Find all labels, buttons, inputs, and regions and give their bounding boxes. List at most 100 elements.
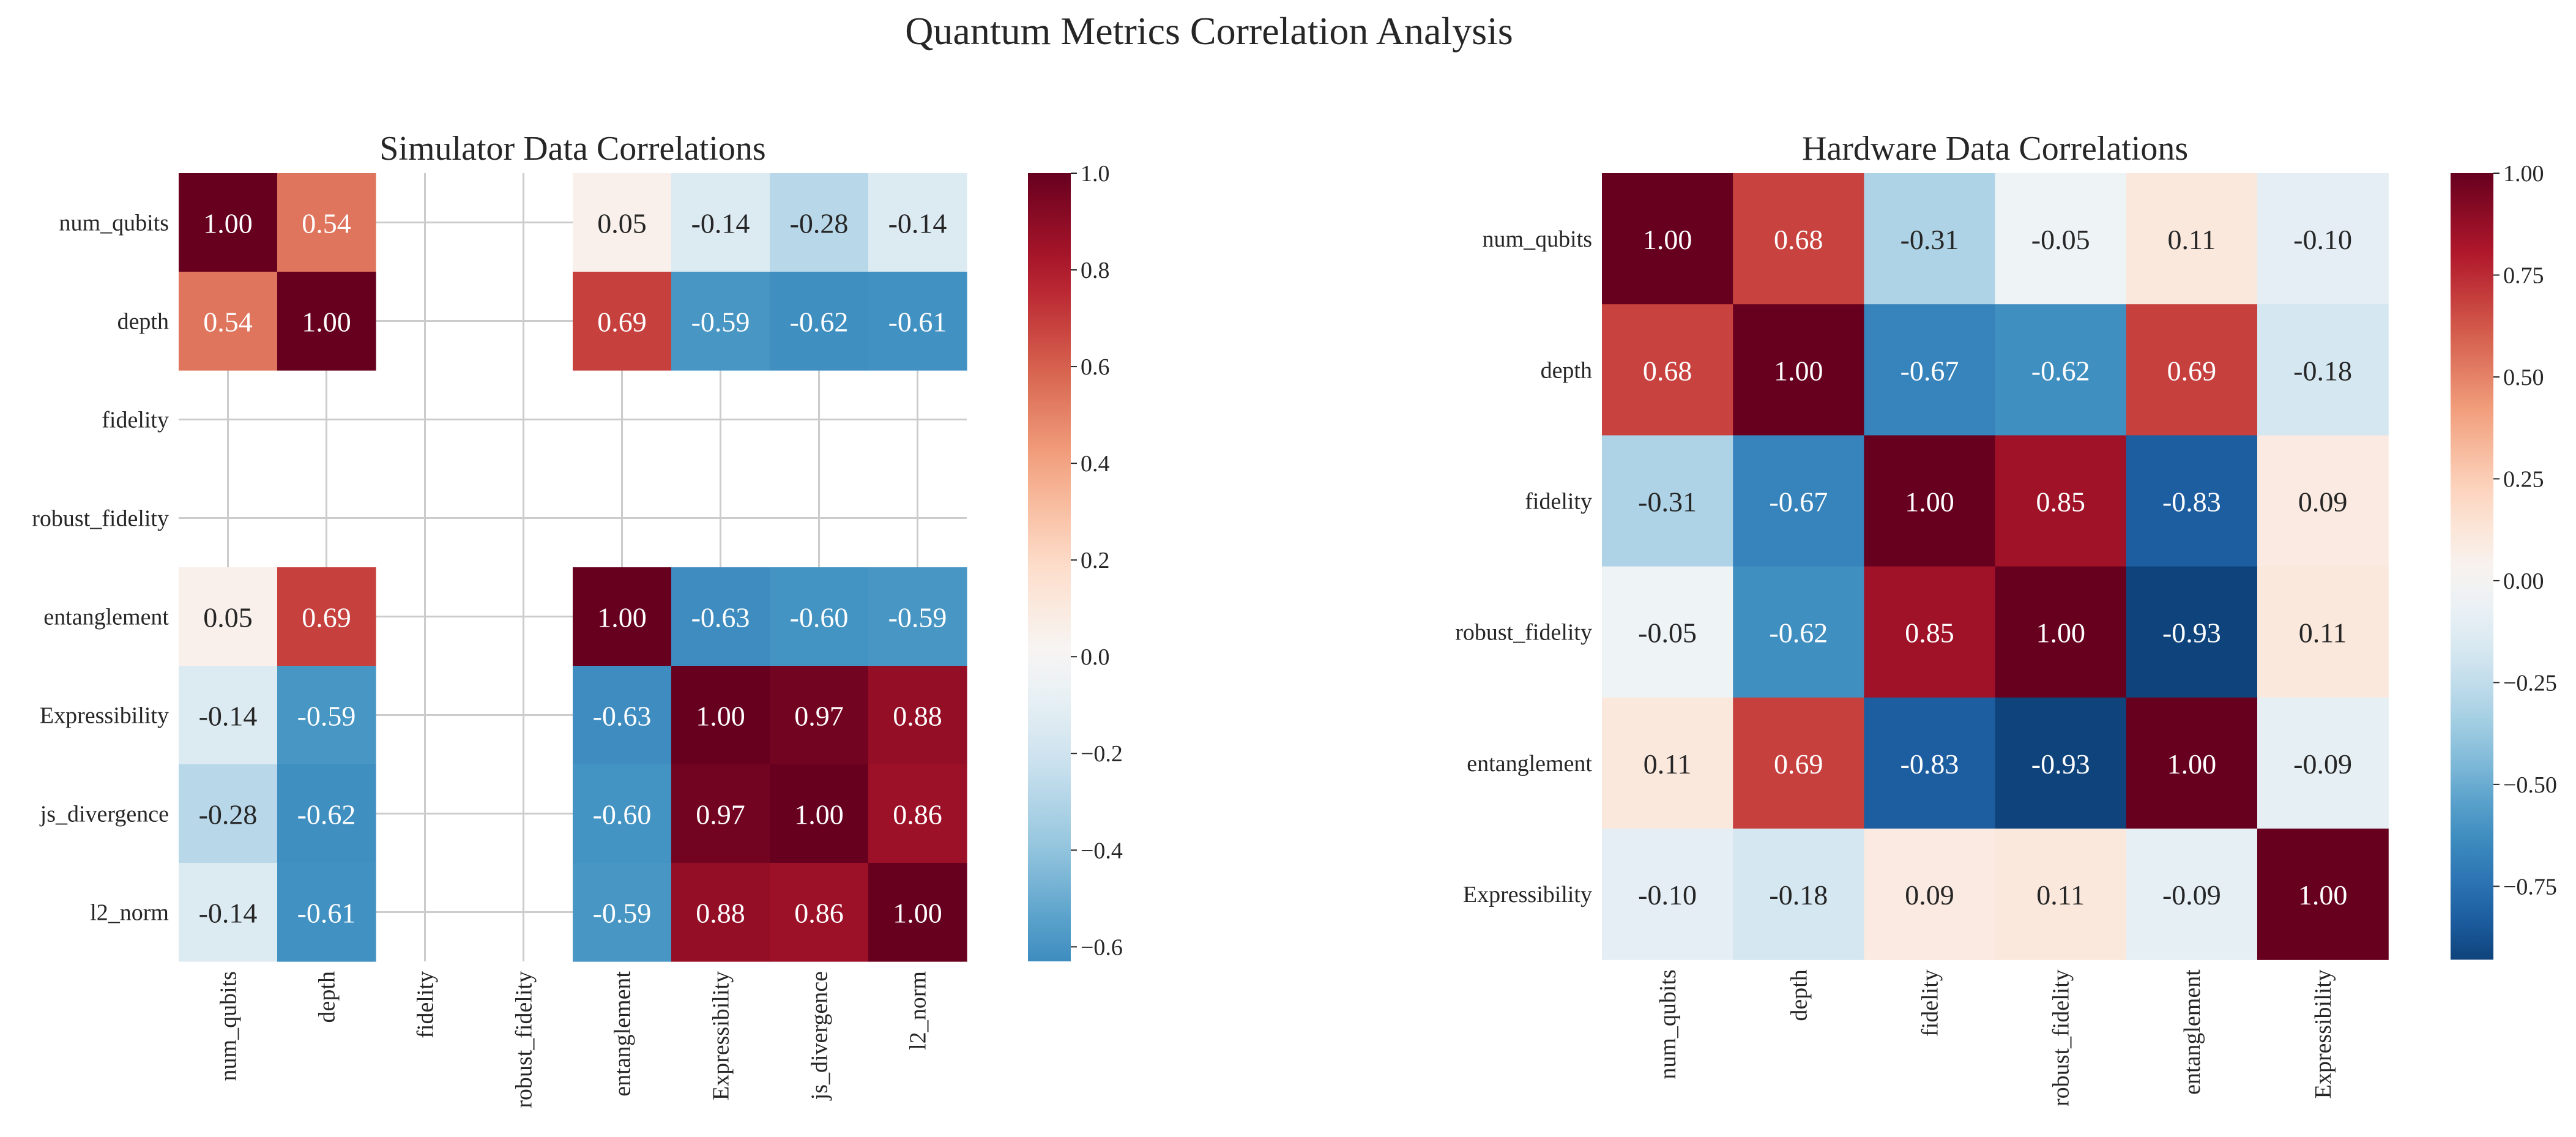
- sim-cell-value-label: 1.00: [302, 307, 351, 338]
- hw-cell-value-label: 1.00: [2167, 748, 2217, 780]
- sim-cell-js-divergence-depth: [277, 764, 376, 863]
- sim-cell-value-label: -0.59: [691, 307, 750, 338]
- hw-colorbar-tick-label: 1.00: [2503, 161, 2544, 187]
- sim-cell-value-label: -0.62: [297, 799, 356, 830]
- row-label-js-divergence: js_divergence: [39, 802, 169, 827]
- hw-cell-robust-fidelity-expressibility: [2257, 566, 2389, 698]
- sim-cell-value-label: 1.00: [893, 898, 942, 929]
- hw-cell-value-label: -0.05: [2031, 224, 2090, 255]
- sim-cell-depth-entanglement: [573, 272, 672, 371]
- sim-cell-value-label: 1.00: [597, 602, 647, 633]
- sim-cell-value-label: 0.86: [893, 799, 942, 830]
- sim-cell-num-qubits-entanglement: [573, 173, 672, 272]
- hw-colorbar-tick-label: −0.75: [2503, 874, 2557, 900]
- sim-cell-depth-l2-norm: [868, 272, 967, 371]
- hw-colorbar-tick-label: 0.50: [2503, 365, 2544, 390]
- hw-cell-fidelity-entanglement: [2126, 435, 2258, 567]
- sim-cell-value-label: 1.00: [696, 701, 745, 732]
- hw-cell-num-qubits-entanglement: [2126, 173, 2258, 305]
- hw-cell-value-label: 0.11: [2168, 224, 2216, 255]
- sim-cell-expressibility-js-divergence: [770, 666, 869, 765]
- column-label-num-qubits: num_qubits: [1655, 969, 1681, 1079]
- hw-cell-depth-fidelity: [1864, 304, 1996, 436]
- sim-cell-expressibility-depth: [277, 666, 376, 765]
- column-label-num-qubits: num_qubits: [216, 971, 242, 1081]
- sim-cell-js-divergence-expressibility: [671, 764, 770, 863]
- sim-cell-entanglement-js-divergence: [770, 567, 869, 666]
- sim-cell-l2-norm-expressibility: [671, 863, 770, 962]
- sim-cell-value-label: -0.14: [888, 208, 947, 239]
- sim-cell-num-qubits-js-divergence: [770, 173, 869, 272]
- sim-cell-depth-depth: [277, 272, 376, 371]
- sim-cell-value-label: -0.59: [593, 898, 652, 929]
- hw-cell-value-label: -0.31: [1900, 224, 1959, 255]
- hw-cell-value-label: 0.09: [1905, 879, 1954, 911]
- hw-heatmap-title: Hardware Data Correlations: [1802, 130, 2188, 168]
- hw-cell-fidelity-depth: [1733, 435, 1864, 567]
- sim-cell-value-label: -0.14: [199, 898, 258, 929]
- hw-cell-depth-entanglement: [2126, 304, 2258, 436]
- row-label-fidelity: fidelity: [1525, 489, 1592, 515]
- hw-cell-entanglement-robust-fidelity: [1995, 697, 2127, 829]
- hw-cell-value-label: 0.69: [1774, 748, 1823, 780]
- column-label-depth: depth: [315, 971, 340, 1023]
- sim-cell-value-label: 0.69: [302, 602, 351, 633]
- hw-cell-value-label: 0.11: [2036, 879, 2085, 911]
- sim-colorbar: 1.0 0.8 0.6 0.4 0.2 0.0 −0.2 −0.4 −0.6: [1028, 161, 1123, 961]
- sim-cell-depth-js-divergence: [770, 272, 869, 371]
- hw-cell-value-label: -0.67: [1900, 355, 1959, 386]
- hw-cell-fidelity-robust-fidelity: [1995, 435, 2127, 567]
- sim-colorbar-gradient: [1028, 173, 1071, 961]
- sim-cell-num-qubits-expressibility: [671, 173, 770, 272]
- hw-cell-depth-expressibility: [2257, 304, 2389, 436]
- hw-cell-value-label: -0.83: [1900, 748, 1959, 780]
- sim-heatmap-title: Simulator Data Correlations: [379, 130, 765, 168]
- sim-cell-value-label: 0.54: [203, 307, 253, 338]
- sim-cell-value-label: -0.14: [199, 701, 258, 732]
- sim-cell-value-label: -0.60: [790, 602, 849, 633]
- sim-cell-depth-expressibility: [671, 272, 770, 371]
- hw-colorbar-tick-label: −0.25: [2503, 670, 2557, 696]
- sim-cell-entanglement-l2-norm: [868, 567, 967, 666]
- hw-cell-value-label: 0.69: [2167, 355, 2217, 386]
- row-label-entanglement: entanglement: [1467, 751, 1592, 777]
- sim-cell-value-label: 0.88: [893, 701, 942, 732]
- column-label-fidelity: fidelity: [1918, 969, 1943, 1037]
- sim-colorbar-tick-label: 0.6: [1081, 354, 1110, 380]
- hw-cell-fidelity-num-qubits: [1602, 435, 1733, 567]
- sim-cell-value-label: -0.63: [593, 701, 652, 732]
- sim-cell-entanglement-expressibility: [671, 567, 770, 666]
- hw-cell-depth-depth: [1733, 304, 1864, 436]
- sim-cell-js-divergence-l2-norm: [868, 764, 967, 863]
- hw-cell-robust-fidelity-num-qubits: [1602, 566, 1733, 698]
- hw-cell-num-qubits-expressibility: [2257, 173, 2389, 305]
- row-label-num-qubits: num_qubits: [1483, 226, 1592, 252]
- sim-cell-l2-norm-entanglement: [573, 863, 672, 962]
- hw-cell-value-label: 0.11: [1644, 748, 1692, 780]
- hw-colorbar-tick-label: 0.75: [2503, 263, 2544, 288]
- hw-cell-value-label: 0.85: [2036, 486, 2085, 518]
- hw-cell-value-label: 1.00: [1905, 486, 1954, 518]
- row-label-fidelity: fidelity: [102, 408, 169, 433]
- sim-cell-l2-norm-num-qubits: [179, 863, 278, 962]
- hw-cell-expressibility-num-qubits: [1602, 829, 1733, 960]
- hw-colorbar: 1.00 0.75 0.50 0.25 0.00 −0.25 −0.50 −0.75: [2451, 161, 2557, 960]
- hw-cell-entanglement-expressibility: [2257, 697, 2389, 829]
- row-label-entanglement: entanglement: [43, 605, 169, 630]
- simulator-heatmap-panel: 1.00 0.54 0.05 -0.14 -0.28 -0.14 0.54 1.00 0.69 -…: [32, 130, 1123, 1108]
- hw-cell-entanglement-num-qubits: [1602, 697, 1733, 829]
- hw-cell-num-qubits-robust-fidelity: [1995, 173, 2127, 305]
- hw-column-labels: num_qubits depth fidelity robust_fidelity en…: [1655, 969, 2336, 1106]
- row-label-num-qubits: num_qubits: [59, 211, 169, 236]
- sim-cell-value-label: -0.59: [297, 701, 356, 732]
- sim-cell-js-divergence-entanglement: [573, 764, 672, 863]
- hw-cell-value-label: -0.93: [2031, 748, 2090, 780]
- sim-colorbar-tick-label: −0.6: [1081, 934, 1123, 960]
- sim-cell-entanglement-entanglement: [573, 567, 672, 666]
- sim-cell-l2-norm-l2-norm: [868, 863, 967, 962]
- hw-cell-value-label: 0.68: [1643, 355, 1692, 386]
- hw-cell-value-label: 0.11: [2299, 617, 2347, 649]
- sim-cell-value-label: 1.00: [203, 208, 253, 239]
- hw-cell-value-label: 0.85: [1905, 617, 1954, 649]
- sim-cell-value-label: 1.00: [794, 799, 844, 830]
